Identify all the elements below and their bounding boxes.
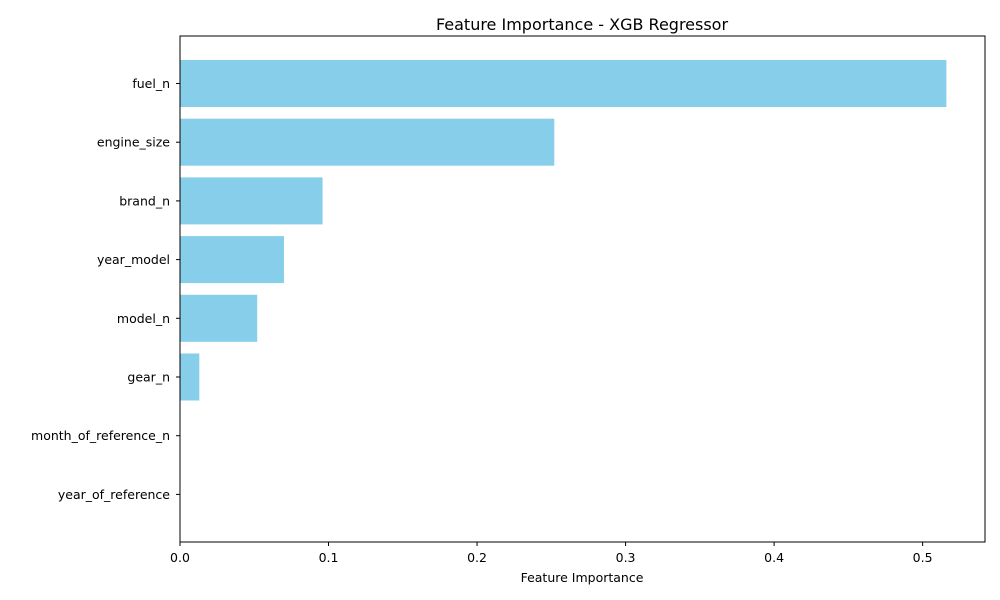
y-tick-label-engine_size: engine_size [97, 135, 170, 150]
x-tick-label: 0.5 [913, 550, 933, 565]
y-tick-labels: fuel_n engine_size brand_n year_model model_… [31, 76, 180, 502]
bar-model_n [180, 294, 258, 342]
x-tick-label: 0.4 [764, 550, 784, 565]
x-tick-label: 0.1 [319, 550, 339, 565]
bar-fuel_n [180, 60, 947, 107]
y-tick-label-fuel_n: fuel_n [132, 76, 170, 91]
x-ticks: 0.0 0.1 0.2 0.3 0.4 0.5 [170, 542, 933, 565]
chart-title: Feature Importance - XGB Regressor [436, 15, 729, 34]
x-axis-label: Feature Importance [521, 570, 644, 585]
y-tick-label-gear_n: gear_n [127, 370, 170, 385]
y-tick-label-year_of_reference: year_of_reference [58, 487, 170, 502]
bar-brand_n [180, 177, 323, 225]
y-tick-label-year_model: year_model [97, 252, 170, 267]
bar-engine_size [180, 118, 555, 166]
x-tick-label: 0.3 [616, 550, 636, 565]
bars-group [180, 60, 947, 401]
plot-frame [179, 35, 986, 543]
y-tick-label-brand_n: brand_n [119, 193, 170, 208]
bar-gear_n [180, 353, 200, 401]
x-tick-label: 0.2 [467, 550, 487, 565]
y-tick-label-month_of_reference_n: month_of_reference_n [31, 428, 170, 443]
bar-year_model [180, 236, 284, 284]
y-tick-label-model_n: model_n [117, 311, 170, 326]
x-tick-label: 0.0 [170, 550, 190, 565]
